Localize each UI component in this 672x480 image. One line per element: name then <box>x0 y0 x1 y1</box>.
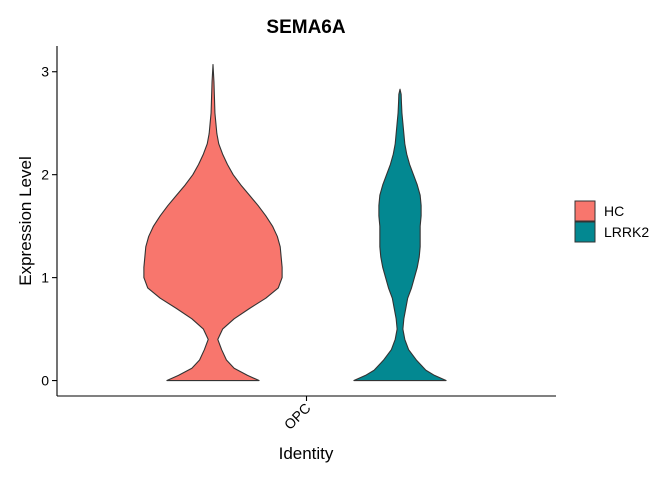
y-axis-title: Expression Level <box>16 156 35 285</box>
legend-key-hc <box>574 200 596 222</box>
legend-label-hc: HC <box>604 203 624 219</box>
y-tick-label: 0 <box>41 373 49 389</box>
violin-lrrk2 <box>353 88 447 382</box>
chart-title: SEMA6A <box>266 17 345 38</box>
legend: HC LRRK2 <box>574 200 649 243</box>
violins <box>143 63 447 382</box>
y-tick-label: 3 <box>41 64 49 80</box>
x-ticks: OPC <box>281 396 314 433</box>
legend-key-lrrk2 <box>574 221 596 243</box>
legend-label-lrrk2: LRRK2 <box>604 224 649 240</box>
y-tick-label: 1 <box>41 270 49 286</box>
plot-area: 0 1 2 3 OPC <box>41 46 556 433</box>
x-axis-title: Identity <box>279 444 334 463</box>
y-tick-label: 2 <box>41 167 49 183</box>
violin-hc <box>143 63 283 382</box>
x-tick-label: OPC <box>281 400 314 433</box>
y-ticks: 0 1 2 3 <box>41 64 57 389</box>
